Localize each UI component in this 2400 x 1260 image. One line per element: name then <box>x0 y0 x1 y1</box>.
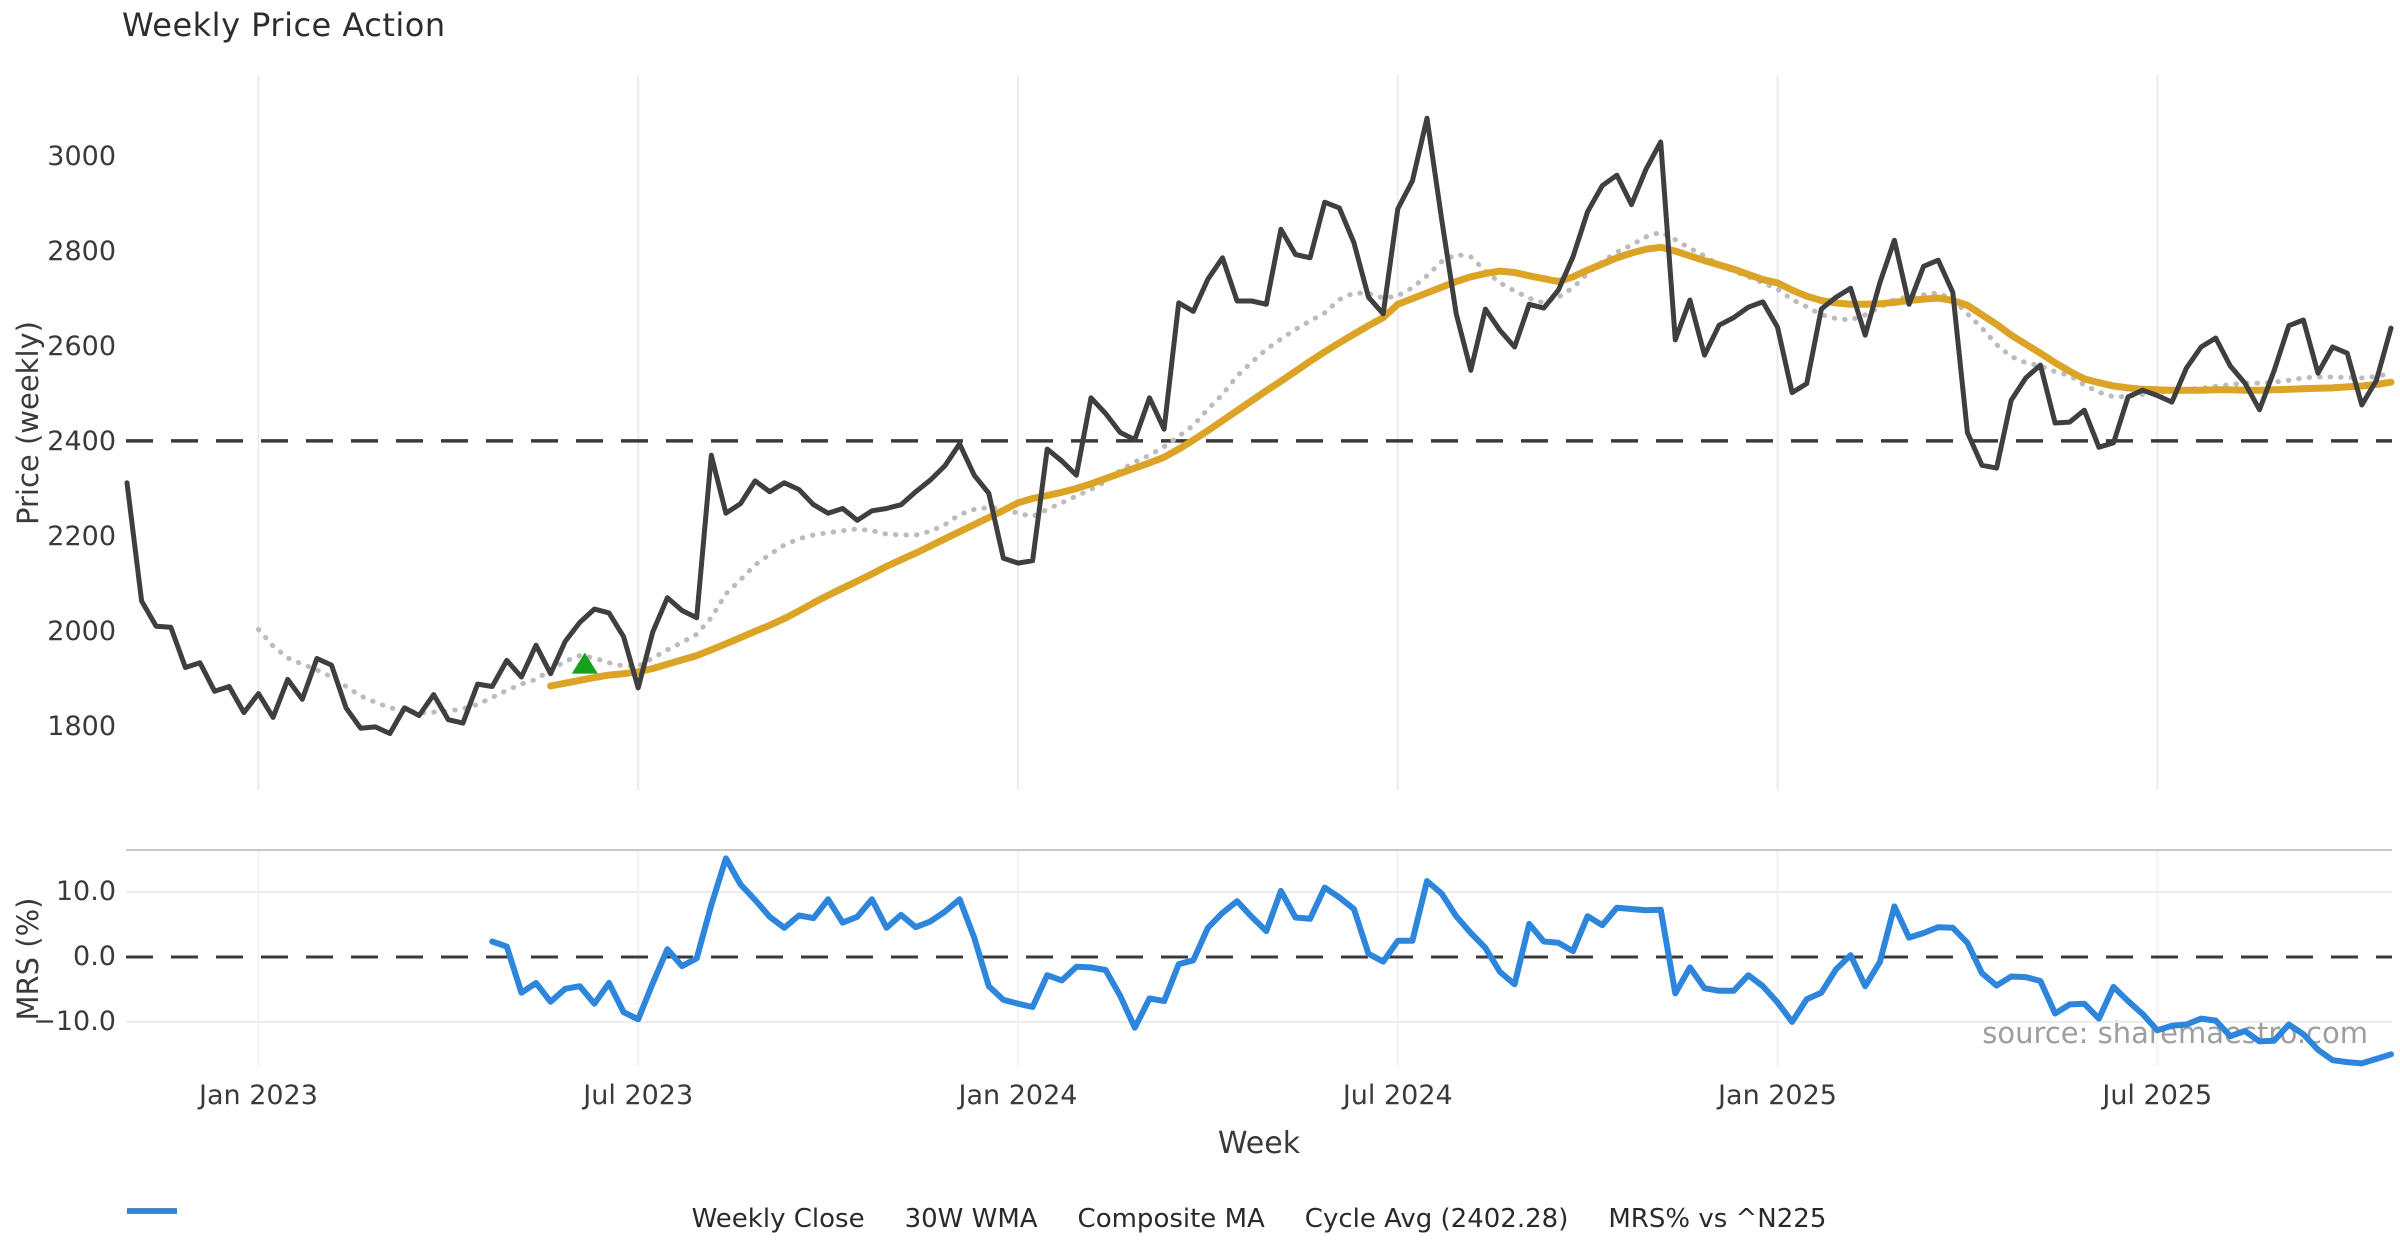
legend-item-cycle-avg: Cycle Avg (2402.28) <box>127 1204 1569 1234</box>
price-y-tick-label: 2000 <box>47 615 116 647</box>
legend-label: Weekly Close <box>691 1204 865 1234</box>
x-tick-label: Jul 2024 <box>1342 1080 1453 1111</box>
buy-signal-triangle <box>571 652 598 674</box>
price-y-tick-label: 2800 <box>47 236 116 268</box>
legend-label: 30W WMA <box>904 1204 1038 1234</box>
x-tick-label: Jan 2024 <box>958 1080 1078 1111</box>
mrs-y-tick-label: 0.0 <box>73 941 116 973</box>
mrs-line <box>489 855 2394 1067</box>
weekly-close-line <box>124 115 2394 736</box>
x-tick-label: Jul 2025 <box>2102 1080 2213 1111</box>
legend-swatch-mrs-line <box>127 1208 177 1214</box>
legend-item-30w-wma: 30W WMA <box>127 1204 1038 1234</box>
x-axis-label: Week <box>1217 1126 1301 1161</box>
mrs-y-tick-label: 10.0 <box>55 876 116 908</box>
x-tick-label: Jan 2023 <box>198 1080 318 1111</box>
legend-item-mrs: MRS% vs ^N225 <box>127 1204 1827 1234</box>
x-tick-label: Jan 2025 <box>1718 1080 1837 1111</box>
price-y-tick-label: 1800 <box>47 710 116 742</box>
chart-legend: Weekly Close 30W WMA Composite MA Cycle … <box>126 1204 2392 1234</box>
legend-label: Cycle Avg (2402.28) <box>1304 1204 1569 1234</box>
wma-line <box>547 243 2395 690</box>
legend-label: MRS% vs ^N225 <box>1608 1204 1827 1234</box>
price-y-tick-label: 3000 <box>47 141 116 173</box>
legend-item-composite-ma: Composite MA <box>126 1204 1265 1234</box>
x-tick-label: Jul 2023 <box>583 1080 694 1111</box>
legend-label: Composite MA <box>1077 1204 1265 1234</box>
legend-item-weekly-close: Weekly Close <box>127 1204 865 1234</box>
mrs-y-tick-label: −10.0 <box>33 1005 116 1037</box>
price-y-tick-label: 2200 <box>47 520 116 552</box>
composite-ma-line <box>256 229 2394 716</box>
price-y-tick-label: 2600 <box>47 331 116 363</box>
chart-title: Weekly Price Action <box>122 6 446 44</box>
price-y-tick-label: 2400 <box>47 425 116 457</box>
